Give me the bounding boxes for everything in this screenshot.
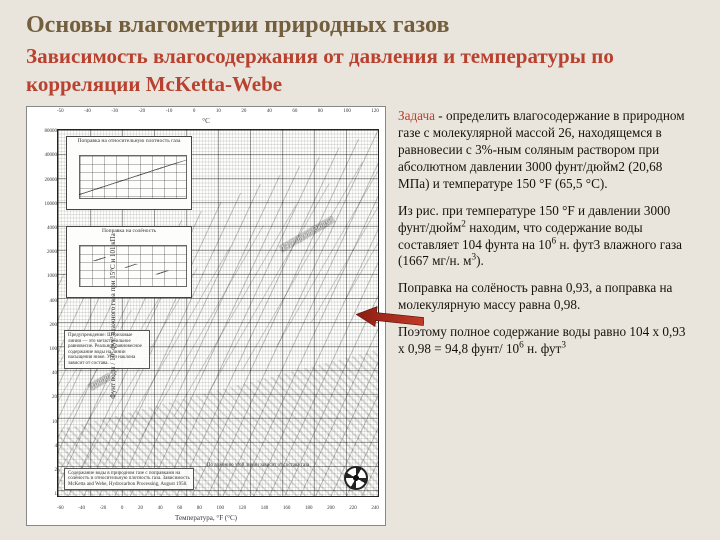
slide: Основы влагометрии природных газов Завис… bbox=[0, 0, 720, 540]
p1-rest: - определить влагосодержание в природном… bbox=[398, 108, 685, 191]
chart-warning-note: Предупреждение: Штриховые линии — это ме… bbox=[64, 330, 150, 369]
chart-x-ticks: -60-40-200204060801001201401601802002202… bbox=[57, 506, 379, 511]
chart-top-axis-label: °C bbox=[27, 117, 385, 125]
inset-a-title: Поправка на относительную плотность газа bbox=[67, 137, 191, 145]
chart-source-note: Содержание воды в природном газе с попра… bbox=[64, 468, 194, 491]
chart-x-axis-label: Температура, °F (°C) bbox=[27, 514, 385, 522]
content-row: -50-40-30-20-1001020406080100120 °C Попр… bbox=[26, 106, 694, 530]
paragraph-final: Поэтому полное содержание воды равно 104… bbox=[398, 324, 694, 358]
inset-gravity-correction: Поправка на относительную плотность газа bbox=[66, 136, 192, 210]
page-subtitle: Зависимость влагосодержания от давления … bbox=[26, 42, 694, 99]
paragraph-result: Из рис. при температуре 150 °F и давлени… bbox=[398, 203, 694, 271]
chart-top-ticks: -50-40-30-20-1001020406080100120 bbox=[57, 109, 379, 114]
chart-y-axis-label: Фунт воды / 10⁶ фут³ влажного газа при 1… bbox=[109, 234, 117, 400]
paragraph-corrections: Поправка на солёность равна 0,93, а попр… bbox=[398, 280, 694, 314]
text-column: Задача - определить влагосодержание в пр… bbox=[398, 106, 694, 530]
chart-slope-note: По ложению этой линии зависит от состава… bbox=[198, 461, 318, 471]
page-title: Основы влагометрии природных газов bbox=[26, 12, 694, 40]
inset-salinity-correction: Поправка на солёность bbox=[66, 226, 192, 298]
task-label: Задача bbox=[398, 108, 435, 123]
mcketta-chart: -50-40-30-20-1001020406080100120 °C Попр… bbox=[26, 106, 386, 526]
inset-b-title: Поправка на солёность bbox=[67, 227, 191, 235]
chart-y-ticks: 8000040000200001000040002000100040020010… bbox=[39, 129, 57, 497]
chart-column: -50-40-30-20-1001020406080100120 °C Попр… bbox=[26, 106, 386, 530]
chart-grid: Поправка на относительную плотность газа… bbox=[57, 129, 379, 497]
paragraph-task: Задача - определить влагосодержание в пр… bbox=[398, 108, 694, 192]
